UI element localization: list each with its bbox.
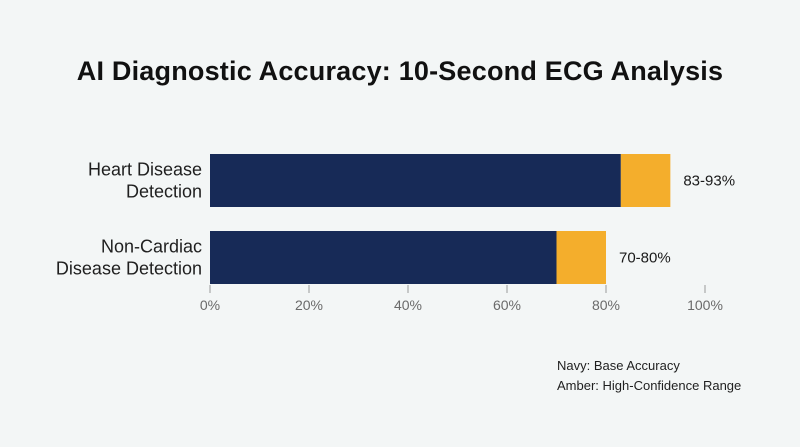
bar-base-0: [210, 154, 621, 207]
bar-range-1: [556, 231, 606, 284]
x-tick-label-4: 80%: [592, 297, 620, 313]
data-label-0: 83-93%: [683, 173, 735, 190]
x-tick-label-0: 0%: [200, 297, 220, 313]
legend: Navy: Base Accuracy Amber: High-Confiden…: [557, 356, 741, 396]
legend-entry-base: Navy: Base Accuracy: [557, 358, 680, 373]
legend-entry-range: Amber: High-Confidence Range: [557, 378, 742, 393]
x-tick-label-2: 40%: [394, 297, 422, 313]
x-tick-label-3: 60%: [493, 297, 521, 313]
category-label-0-1: Detection: [126, 182, 202, 202]
chart-title: AI Diagnostic Accuracy: 10-Second ECG An…: [76, 56, 724, 86]
bar-base-1: [210, 231, 557, 284]
x-tick-label-1: 20%: [295, 297, 323, 313]
category-label-1-1: Disease Detection: [56, 259, 202, 279]
x-tick-label-5: 100%: [687, 297, 723, 313]
data-label-1: 70-80%: [619, 250, 671, 267]
category-label-0-0: Heart Disease: [88, 160, 202, 180]
bar-range-0: [620, 154, 671, 207]
category-label-1-0: Non-Cardiac: [101, 237, 202, 257]
